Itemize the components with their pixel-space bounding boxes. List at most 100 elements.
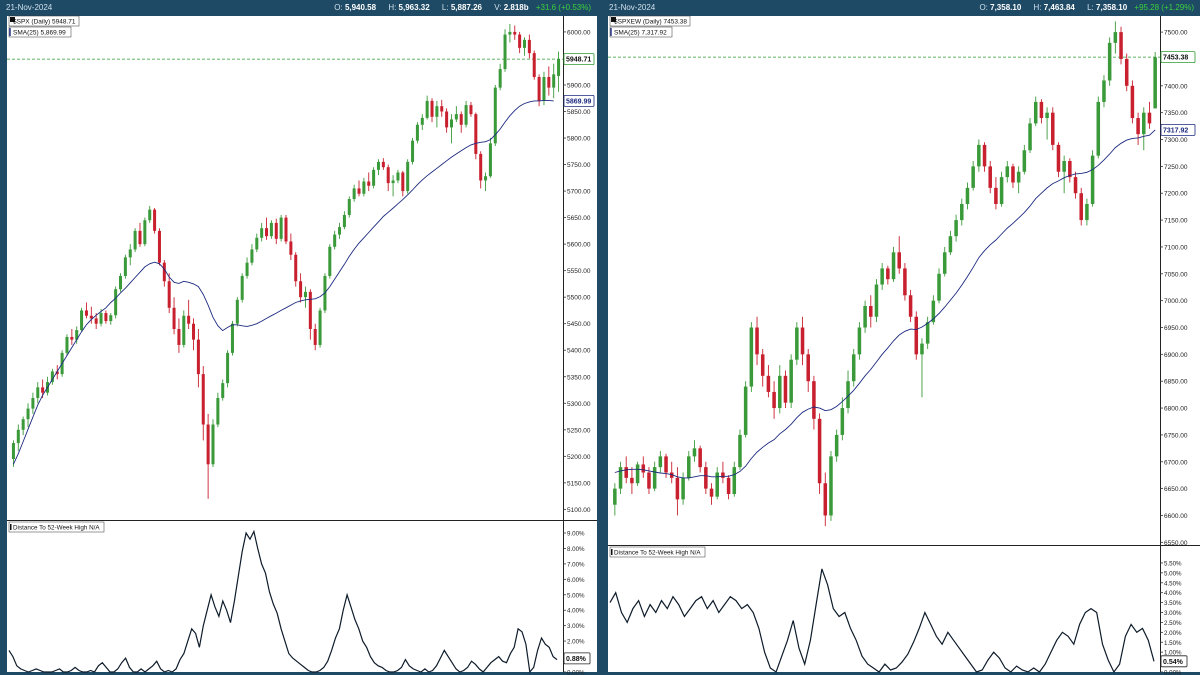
left-candle [308,289,312,340]
left-price-tick-label: 6000.00 [567,29,591,36]
left-candle [36,382,40,404]
left-indicator-tick-label: 6.00% [567,577,585,584]
right-indicator-title-box [609,546,706,558]
right-candle [613,483,617,516]
left-candle-body [260,228,264,238]
left-candle [260,222,264,242]
right-candle-body [880,268,884,285]
left-candle-body [299,281,303,298]
left-candle-body [338,227,342,235]
left-candle-body [128,249,132,258]
right-candle-body [960,203,964,221]
right-candle-body [863,306,867,328]
right-price-tick-label: 6800.00 [1164,406,1188,413]
left-candle [50,368,54,385]
right-legend-title: $SPXEW (Daily) 7453.38 [614,19,687,26]
right-candle-body [1085,203,1089,221]
left-candle [274,218,278,245]
right-candle-body [971,166,975,188]
left-candle-body [143,220,147,245]
right-candle [914,311,919,360]
right-candle-body [681,477,685,500]
left-price-tick-label: 5700.00 [567,189,591,196]
left-candle-body [303,291,307,298]
left-price-tick-label: 5250.00 [567,427,591,434]
left-candle-body [372,169,376,186]
left-candle-body [245,262,249,276]
right-candle-body [908,295,913,317]
right-candle [908,289,913,323]
right-candle-body [891,252,896,280]
right-indicator-tick-label: 0.00% [1164,670,1182,675]
right-candle-body [795,327,799,360]
right-candle-body [698,448,702,468]
right-candle-body [749,327,754,387]
left-candle [513,25,517,40]
left-candle [357,180,361,197]
left-price-tick-label: 5350.00 [567,374,591,381]
right-price-tick-label: 6900.00 [1164,352,1188,359]
left-candle [503,29,507,72]
right-candle [766,365,771,398]
left-candle [196,329,200,388]
left-candle [425,95,429,120]
left-candle-body [313,329,317,345]
right-candle [800,316,805,366]
left-last-price-tag-text: 5948.71 [566,57,591,64]
left-price-tick-label: 5150.00 [567,480,591,487]
right-candle [925,316,930,349]
left-candle-body [430,100,434,117]
left-sma-tag [563,94,595,107]
right-candle-body [732,467,737,494]
left-candle-body [347,199,351,215]
right-candle-body [721,472,725,478]
left-candle-body [148,209,152,221]
right-price-tick-label: 7300.00 [1164,137,1188,144]
right-panel-header: 21-Nov-2024 O: 7,358.10 H: 7,463.84 L: 7… [603,0,1200,16]
left-candle-body [109,315,113,322]
left-candle [484,172,488,192]
right-candle-body [715,472,719,497]
right-date: 21-Nov-2024 [609,3,656,12]
right-candle-body [982,144,987,167]
left-indicator-swatch [10,524,12,530]
left-candle-body [31,397,35,409]
left-candle [381,158,385,170]
right-candle [948,230,953,255]
right-candle-body [846,381,850,409]
left-last-price-tag [563,53,595,66]
right-candle-body [869,306,873,317]
left-candle-body [182,315,186,345]
right-candle [709,483,714,505]
left-candle [201,366,205,441]
left-candle-body [522,39,527,48]
left-candle [75,326,79,344]
right-low: 7,358.10 [1096,3,1128,12]
right-candle [834,429,839,462]
left-candle [508,23,512,43]
left-candle [406,159,410,194]
right-indicator-tick-label: 2.50% [1164,620,1182,627]
right-candle [630,467,634,494]
right-candle [846,370,850,414]
left-candle [16,424,20,452]
right-candle-body [743,386,748,435]
right-candle [652,461,657,492]
right-price-tick-label: 7150.00 [1164,218,1188,225]
left-candle [552,63,556,99]
right-candle-body [1022,150,1027,172]
left-candle [376,159,380,176]
left-candle [138,222,142,247]
right-candle [1130,80,1135,124]
right-candle-body [709,488,714,497]
right-candle-body [1011,166,1015,183]
right-candle [1016,166,1021,194]
left-candle [430,98,434,123]
left-candle [435,100,439,128]
left-candle-body [94,318,98,324]
right-candle [1068,158,1072,183]
right-candle-body [726,477,731,494]
right-candle-body [931,300,936,323]
left-candle [522,37,527,56]
